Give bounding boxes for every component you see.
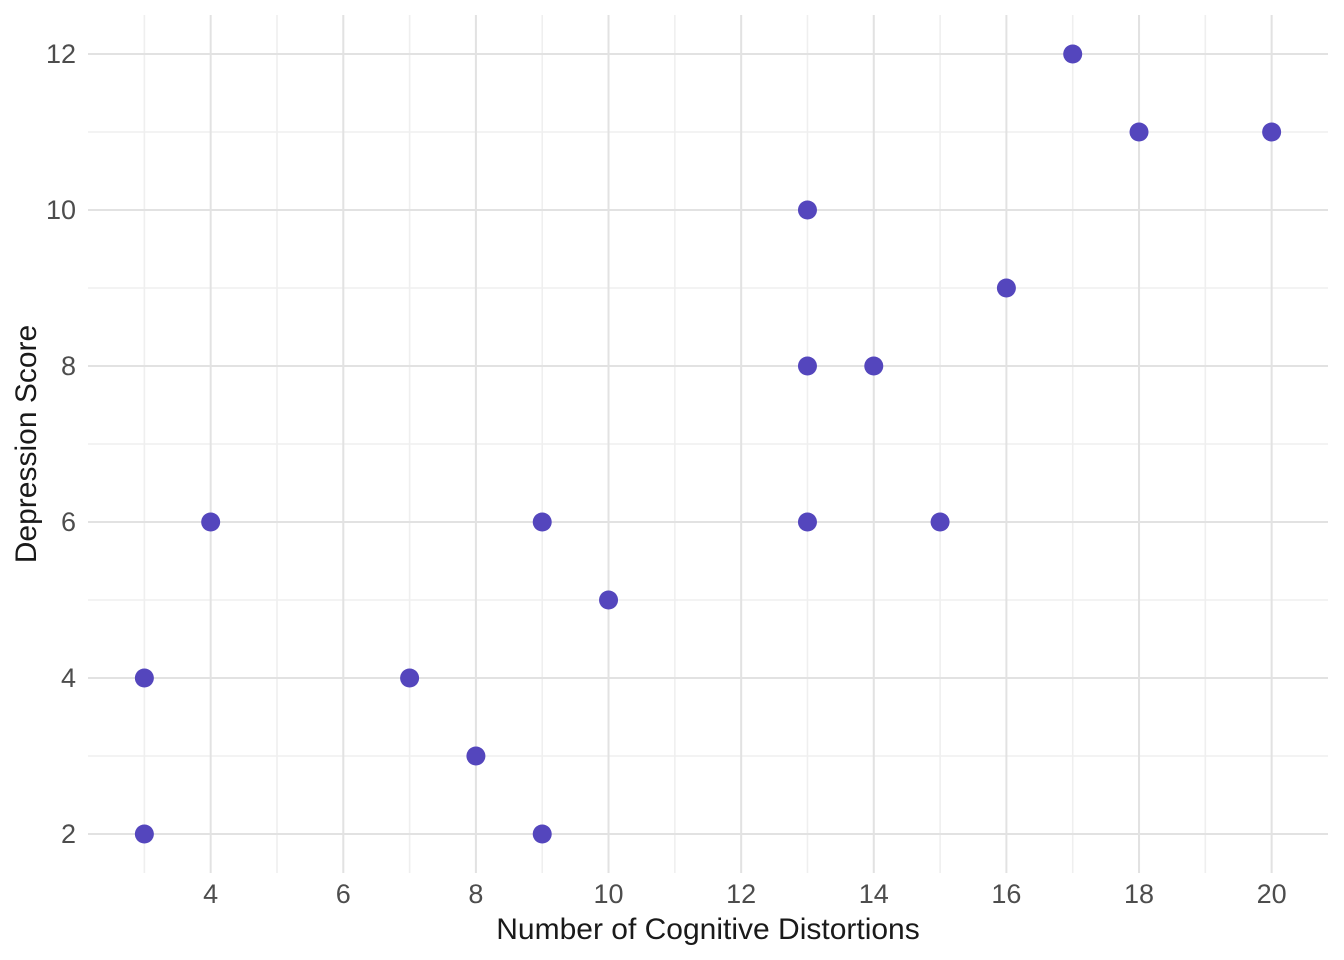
data-point <box>797 200 817 220</box>
y-axis-title: Depression Score <box>10 324 43 564</box>
data-point <box>864 356 884 376</box>
x-tick-label: 12 <box>726 879 756 909</box>
x-axis-title: Number of Cognitive Distortions <box>496 913 920 946</box>
x-tick-label: 16 <box>991 879 1021 909</box>
data-point <box>466 746 486 766</box>
x-tick-label: 14 <box>859 879 889 909</box>
data-point <box>532 824 552 844</box>
data-point <box>797 512 817 532</box>
data-point <box>930 512 950 532</box>
data-point <box>201 512 221 532</box>
data-point <box>1262 122 1282 142</box>
data-point <box>797 356 817 376</box>
grid-major <box>88 15 1328 873</box>
data-point <box>134 824 154 844</box>
data-point <box>400 668 420 688</box>
y-tick-label: 4 <box>61 663 76 693</box>
data-point <box>1129 122 1149 142</box>
y-tick-label: 8 <box>61 351 76 381</box>
data-points <box>134 44 1282 844</box>
data-point <box>1063 44 1083 64</box>
x-tick-label: 10 <box>594 879 624 909</box>
data-point <box>996 278 1016 298</box>
y-tick-label: 10 <box>46 195 76 225</box>
y-tick-label: 2 <box>61 819 76 849</box>
axis-tick-labels: 4 6 8 10 12 14 16 18 20 2 4 6 8 10 12 <box>46 39 1287 909</box>
data-point <box>599 590 619 610</box>
x-tick-label: 20 <box>1257 879 1287 909</box>
x-tick-label: 18 <box>1124 879 1154 909</box>
y-tick-label: 12 <box>46 39 76 69</box>
data-point <box>134 668 154 688</box>
x-tick-label: 6 <box>336 879 351 909</box>
y-tick-label: 6 <box>61 507 76 537</box>
x-tick-label: 8 <box>468 879 483 909</box>
data-point <box>532 512 552 532</box>
grid-minor <box>88 15 1328 873</box>
x-tick-label: 4 <box>203 879 218 909</box>
